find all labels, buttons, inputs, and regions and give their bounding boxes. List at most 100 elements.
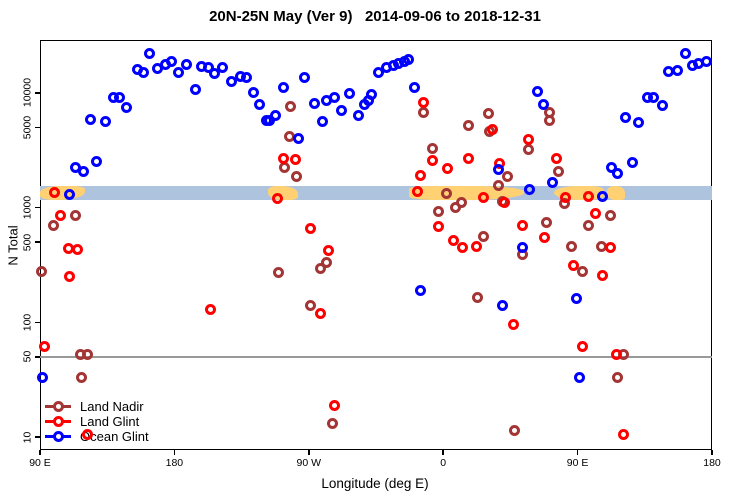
data-point-land-glint	[539, 232, 551, 244]
data-point-ocean-glint	[497, 300, 509, 312]
data-point-land-glint	[470, 241, 482, 253]
data-point-ocean-glint	[113, 91, 125, 103]
data-point-ocean-glint	[366, 89, 378, 101]
data-point-ocean-glint	[352, 110, 364, 122]
data-point-ocean-glint	[189, 83, 201, 95]
data-point-ocean-glint	[100, 116, 112, 128]
data-point-ocean-glint	[270, 109, 282, 121]
data-point-ocean-glint	[316, 116, 328, 128]
legend-item: Ocean Glint	[45, 429, 149, 444]
y-axis-tick-label: 10000	[21, 78, 34, 108]
data-point-land-glint	[433, 221, 445, 233]
y-axis-tick	[35, 92, 40, 94]
data-point-land-glint	[412, 186, 424, 198]
data-point-land-nadir	[327, 418, 339, 430]
data-point-ocean-glint	[627, 157, 639, 169]
x-axis-title: Longitude (deg E)	[321, 476, 429, 491]
data-point-ocean-glint	[516, 241, 528, 253]
data-point-ocean-glint	[679, 48, 691, 60]
data-point-ocean-glint	[143, 48, 155, 60]
data-point-land-nadir	[552, 166, 564, 178]
data-point-land-nadir	[304, 300, 316, 312]
data-point-ocean-glint	[292, 133, 304, 145]
x-axis-tick	[173, 450, 176, 455]
data-point-ocean-glint	[648, 92, 660, 104]
data-point-land-glint	[38, 340, 50, 352]
data-point-land-nadir	[522, 144, 534, 156]
data-point-land-nadir	[273, 267, 285, 279]
legend: Land Nadir Land Glint Ocean Glint	[45, 399, 149, 444]
x-axis-tick-label: 0	[440, 457, 447, 469]
data-point-land-nadir	[478, 230, 490, 242]
legend-item: Land Nadir	[45, 399, 149, 414]
data-point-land-glint	[507, 319, 519, 331]
data-point-land-nadir	[433, 206, 445, 218]
data-point-ocean-glint	[537, 98, 549, 110]
data-point-land-nadir	[291, 171, 303, 183]
data-point-land-glint	[418, 96, 430, 108]
data-point-ocean-glint	[298, 72, 310, 84]
data-point-land-glint	[55, 209, 67, 221]
data-point-land-nadir	[321, 257, 333, 269]
data-point-ocean-glint	[633, 117, 645, 129]
data-point-ocean-glint	[85, 113, 97, 125]
data-point-ocean-glint	[619, 112, 631, 124]
data-point-land-nadir	[604, 209, 616, 221]
legend-marker-icon	[45, 416, 71, 427]
y-axis-tick	[35, 321, 40, 324]
data-point-land-nadir	[540, 217, 552, 229]
legend-label: Land Glint	[80, 414, 140, 429]
data-point-land-glint	[322, 245, 334, 257]
data-point-ocean-glint	[137, 67, 149, 79]
data-point-ocean-glint	[264, 115, 276, 127]
data-point-land-nadir	[482, 108, 494, 120]
data-point-ocean-glint	[403, 53, 415, 65]
data-point-land-nadir	[492, 180, 504, 192]
data-point-land-glint	[49, 187, 61, 199]
data-point-ocean-glint	[573, 372, 585, 384]
data-point-land-glint	[204, 303, 216, 315]
data-point-ocean-glint	[492, 164, 504, 176]
data-point-ocean-glint	[173, 67, 185, 79]
data-point-land-glint	[271, 193, 283, 205]
data-point-ocean-glint	[700, 55, 712, 67]
data-point-ocean-glint	[657, 100, 669, 112]
data-point-land-glint	[551, 152, 563, 164]
y-axis-tick	[35, 436, 40, 438]
legend-label: Land Nadir	[80, 399, 144, 414]
data-point-land-nadir	[612, 372, 624, 384]
data-point-ocean-glint	[409, 81, 421, 93]
x-axis-tick	[576, 450, 579, 455]
data-point-land-nadir	[501, 171, 513, 183]
data-point-ocean-glint	[91, 156, 103, 168]
legend-circle-icon	[53, 431, 64, 442]
reference-line	[40, 355, 712, 358]
data-point-land-glint	[478, 191, 490, 203]
data-point-land-nadir	[70, 209, 82, 221]
data-point-land-nadir	[47, 219, 59, 231]
data-point-land-glint	[597, 270, 609, 282]
y-axis-tick	[35, 356, 40, 358]
legend-circle-icon	[53, 401, 64, 412]
data-point-ocean-glint	[277, 81, 289, 93]
data-point-ocean-glint	[216, 62, 228, 74]
x-axis-tick-label: 90 E	[29, 457, 51, 469]
data-point-land-glint	[618, 429, 630, 441]
plot-area	[40, 40, 712, 450]
data-point-land-nadir	[35, 265, 47, 277]
data-point-land-glint	[427, 154, 439, 166]
data-point-land-glint	[590, 208, 602, 220]
x-axis-tick	[711, 450, 713, 455]
data-point-land-glint	[315, 307, 327, 319]
legend-marker-icon	[45, 401, 71, 412]
x-axis-tick	[442, 450, 444, 455]
data-point-ocean-glint	[415, 284, 427, 296]
data-point-land-glint	[277, 152, 289, 164]
data-point-ocean-glint	[672, 64, 684, 76]
legend-label: Ocean Glint	[80, 429, 149, 444]
data-point-land-nadir	[582, 219, 594, 231]
data-point-land-glint	[610, 349, 622, 361]
chart-title: 20N-25N May (Ver 9) 2014-09-06 to 2018-1…	[209, 8, 541, 25]
data-point-land-glint	[64, 271, 76, 283]
